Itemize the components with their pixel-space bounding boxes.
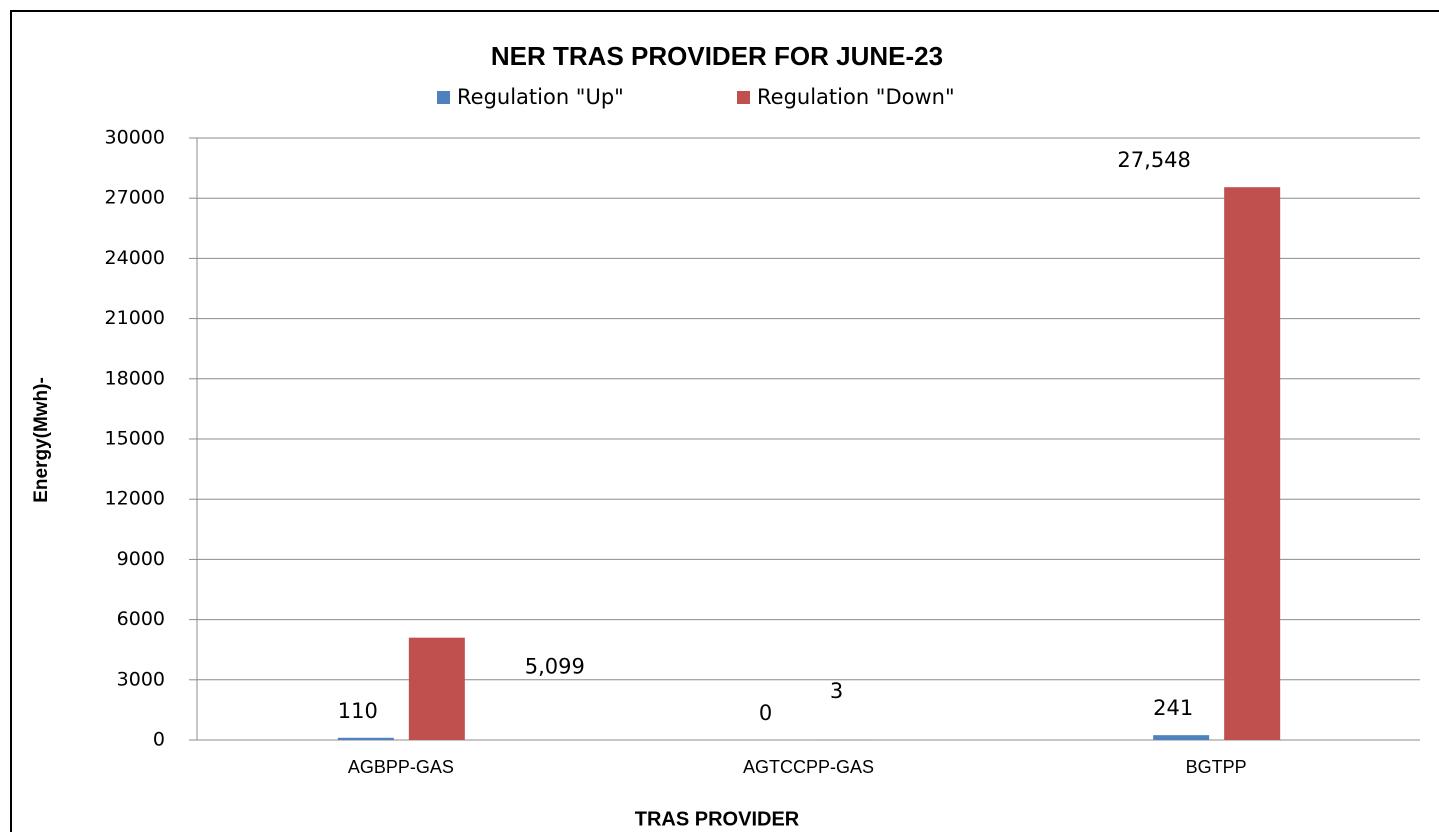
data-label: 241 xyxy=(1153,696,1193,720)
bar xyxy=(1153,735,1210,740)
y-tick-label: 18000 xyxy=(105,367,165,389)
legend-label: Regulation "Up" xyxy=(457,85,624,109)
y-tick-label: 3000 xyxy=(117,668,165,690)
frame xyxy=(10,10,1439,832)
y-tick-label: 15000 xyxy=(105,428,165,450)
y-tick-label: 21000 xyxy=(105,307,165,329)
data-label: 5,099 xyxy=(525,655,585,679)
y-tick-label: 9000 xyxy=(117,548,165,570)
x-tick-label: AGTCCPP-GAS xyxy=(743,757,874,777)
y-tick-label: 27000 xyxy=(105,187,165,209)
y-axis-title: Energy(Mwh)- xyxy=(31,377,52,503)
chart-title: NER TRAS PROVIDER FOR JUNE-23 xyxy=(491,41,943,71)
x-tick-label: BGTPP xyxy=(1186,757,1247,777)
y-tick-label: 0 xyxy=(153,729,165,751)
legend-swatch xyxy=(437,91,450,104)
bar xyxy=(1224,187,1281,740)
x-axis-title: TRAS PROVIDER xyxy=(635,808,800,830)
y-tick-label: 6000 xyxy=(117,608,165,630)
bar xyxy=(337,737,394,740)
legend-swatch xyxy=(737,91,750,104)
y-tick-label: 24000 xyxy=(105,247,165,269)
x-tick-label: AGBPP-GAS xyxy=(348,757,454,777)
data-label: 27,548 xyxy=(1117,148,1190,172)
data-label: 3 xyxy=(830,679,843,703)
data-label: 0 xyxy=(759,701,772,725)
bar xyxy=(408,637,465,740)
legend-label: Regulation "Down" xyxy=(757,85,955,109)
data-label: 110 xyxy=(338,699,378,723)
y-tick-label: 30000 xyxy=(105,127,165,149)
y-tick-label: 12000 xyxy=(105,488,165,510)
